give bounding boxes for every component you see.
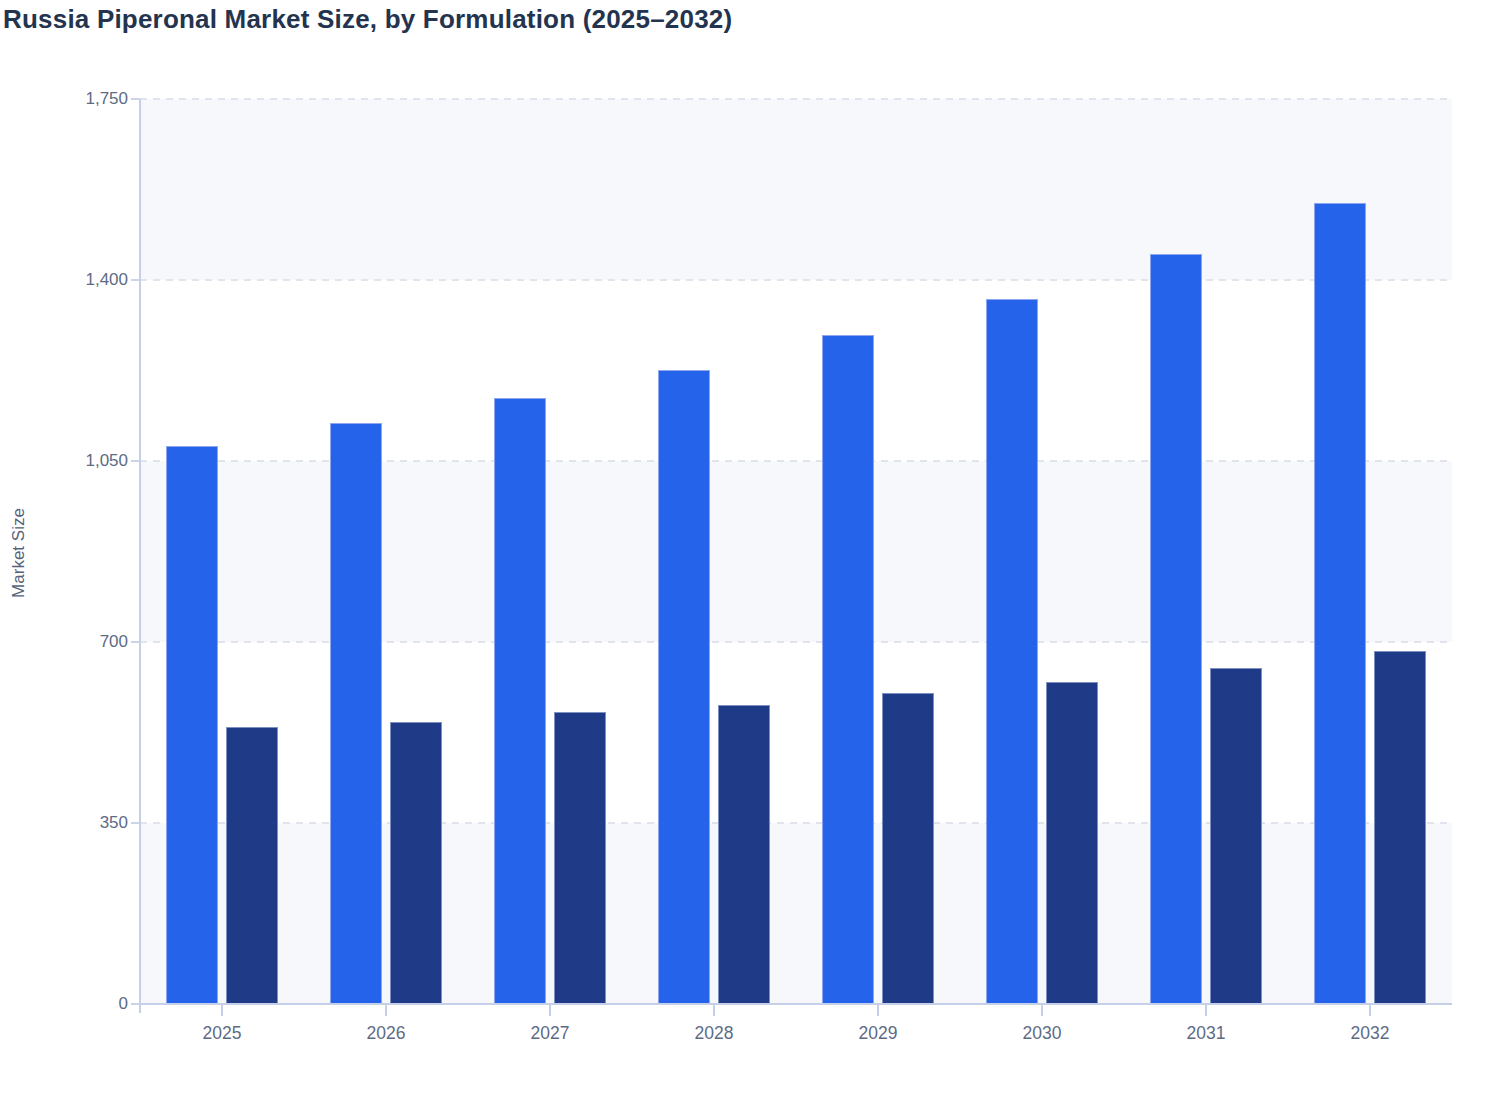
y-tick-label: 0 [119, 994, 128, 1014]
x-axis-baseline [140, 1003, 1452, 1005]
x-tick-mark [385, 1004, 387, 1016]
x-tick-mark [1041, 1004, 1043, 1016]
x-tick-mark [713, 1004, 715, 1016]
bar-2025-dark[interactable] [226, 727, 278, 1004]
y-axis-line [139, 99, 141, 1013]
bar-2029-light[interactable] [822, 335, 874, 1004]
bar-2031-light[interactable] [1150, 254, 1202, 1004]
bar-group-2031 [1124, 99, 1288, 1004]
bar-2025-light[interactable] [166, 446, 218, 1004]
plot-area [140, 99, 1452, 1004]
bar-2028-dark[interactable] [718, 705, 770, 1004]
y-tick-label: 350 [100, 813, 128, 833]
bar-group-2027 [468, 99, 632, 1004]
bar-group-2025 [140, 99, 304, 1004]
bar-2030-dark[interactable] [1046, 682, 1098, 1004]
bar-2026-light[interactable] [330, 423, 382, 1004]
bar-2027-dark[interactable] [554, 712, 606, 1004]
bar-group-2030 [960, 99, 1124, 1004]
x-axis-label-2027: 2027 [531, 1023, 570, 1044]
bar-2032-dark[interactable] [1374, 651, 1426, 1004]
x-axis-label-2025: 2025 [203, 1023, 242, 1044]
x-axis-label-2029: 2029 [859, 1023, 898, 1044]
x-tick-mark [877, 1004, 879, 1016]
y-axis-tick-labels: 1,7501,4001,0507003500 [0, 99, 128, 1004]
bar-2026-dark[interactable] [390, 722, 442, 1004]
x-tick-mark [1205, 1004, 1207, 1016]
x-axis-label-2032: 2032 [1351, 1023, 1390, 1044]
bar-2028-light[interactable] [658, 370, 710, 1004]
y-tick-label: 700 [100, 632, 128, 652]
bar-2031-dark[interactable] [1210, 668, 1262, 1004]
bars-layer [140, 99, 1452, 1004]
x-tick-mark [549, 1004, 551, 1016]
bar-2029-dark[interactable] [882, 693, 934, 1004]
bar-2030-light[interactable] [986, 299, 1038, 1004]
x-axis: 2025 2026 2027 2028 2029 2030 2031 2032 [140, 1004, 1452, 1064]
bar-group-2032 [1288, 99, 1452, 1004]
bar-group-2028 [632, 99, 796, 1004]
x-tick-mark [1369, 1004, 1371, 1016]
bar-2032-light[interactable] [1314, 203, 1366, 1004]
bar-group-2026 [304, 99, 468, 1004]
chart-title: Russia Piperonal Market Size, by Formula… [3, 4, 732, 35]
x-axis-label-2030: 2030 [1023, 1023, 1062, 1044]
bar-2027-light[interactable] [494, 398, 546, 1004]
x-tick-mark [221, 1004, 223, 1016]
x-axis-label-2026: 2026 [367, 1023, 406, 1044]
y-tick-label: 1,750 [85, 89, 128, 109]
x-axis-label-2028: 2028 [695, 1023, 734, 1044]
x-axis-label-2031: 2031 [1187, 1023, 1226, 1044]
y-tick-label: 1,050 [85, 451, 128, 471]
y-tick-label: 1,400 [85, 270, 128, 290]
bar-group-2029 [796, 99, 960, 1004]
